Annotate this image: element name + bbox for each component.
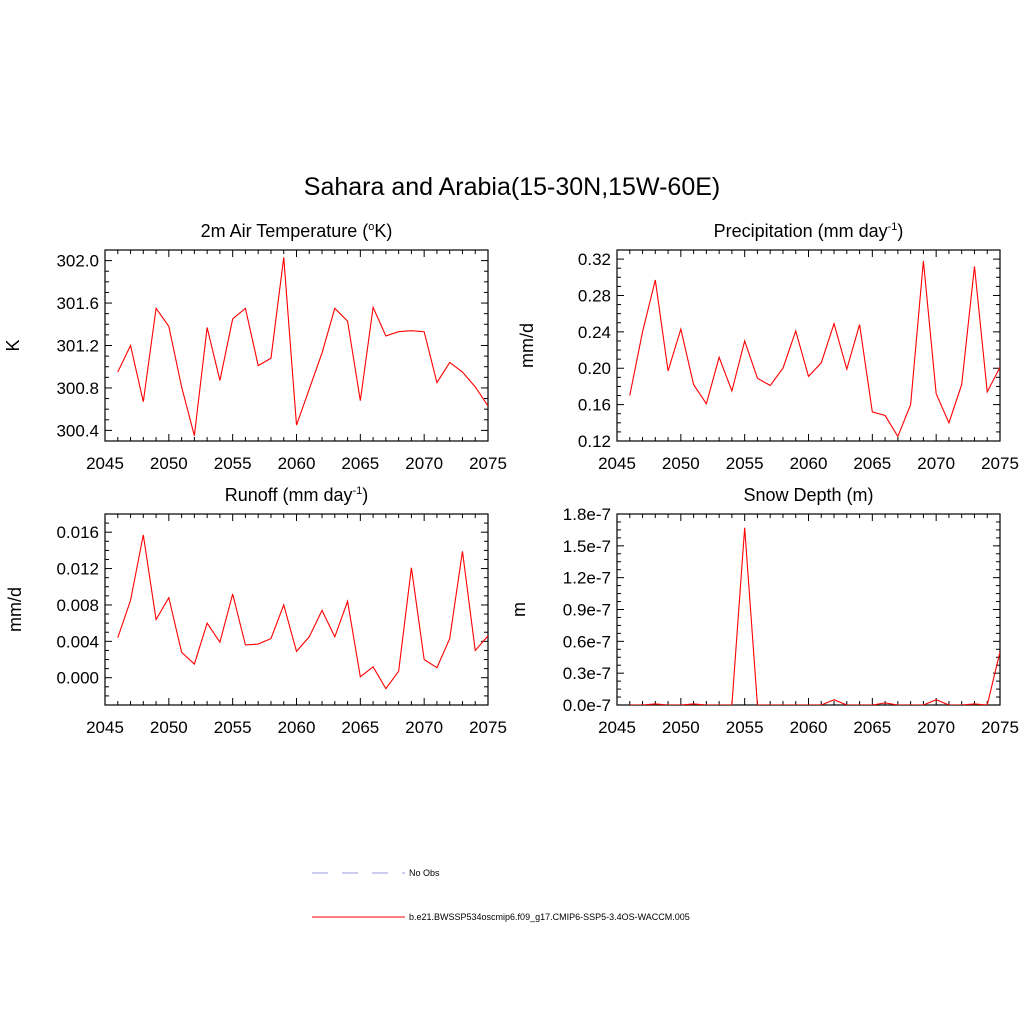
x-tick-label: 2045 (598, 454, 636, 473)
x-tick-label: 2055 (214, 718, 252, 737)
x-tick-label: 2060 (790, 454, 828, 473)
x-tick-label: 2075 (469, 454, 507, 473)
legend: No Obs b.e21.BWSSP534oscmip6.f09_g17.CMIP… (312, 868, 690, 922)
y-tick-label: 1.5e-7 (563, 537, 611, 556)
panel-title: 2m Air Temperature (oK) (201, 221, 393, 241)
y-axis-label: mm/d (5, 587, 25, 632)
x-tick-label: 2075 (469, 718, 507, 737)
y-tick-label: 0.12 (578, 432, 611, 451)
legend-entry: b.e21.BWSSP534oscmip6.f09_g17.CMIP6-SSP5… (312, 912, 690, 922)
x-tick-label: 2065 (853, 454, 891, 473)
legend-label: b.e21.BWSSP534oscmip6.f09_g17.CMIP6-SSP5… (409, 912, 690, 922)
panels: 2m Air Temperature (oK) 2045 2050 2055 2060 2… (3, 221, 1019, 737)
x-tick-label: 2065 (341, 454, 379, 473)
y-tick-label: 0.20 (578, 359, 611, 378)
x-tick-label: 2065 (341, 718, 379, 737)
plot-frame (616, 249, 1001, 442)
x-tick-label: 2065 (853, 718, 891, 737)
y-tick-label: 0.6e-7 (563, 632, 611, 651)
y-tick-label: 0.000 (56, 669, 99, 688)
x-tick-label: 2045 (86, 718, 124, 737)
x-tick-label: 2070 (917, 454, 955, 473)
y-tick-label: 301.6 (56, 294, 99, 313)
y-tick-label: 301.2 (56, 337, 99, 356)
x-tick-label: 2045 (86, 454, 124, 473)
series-line (117, 257, 488, 436)
x-tick-label: 2075 (981, 718, 1019, 737)
x-tick-label: 2050 (150, 454, 188, 473)
series-line (629, 527, 1000, 705)
x-tick-label: 2075 (981, 454, 1019, 473)
y-tick-label: 1.2e-7 (563, 569, 611, 588)
y-tick-label: 0.008 (56, 596, 99, 615)
y-tick-label: 302.0 (56, 252, 99, 271)
x-tick-label: 2055 (726, 454, 764, 473)
panel-precip: Precipitation (mm day-1) 2045 2050 2055 2060… (517, 221, 1019, 473)
y-tick-label: 300.4 (56, 421, 99, 440)
y-axis-label: m (509, 602, 529, 617)
y-tick-label: 1.8e-7 (563, 505, 611, 524)
y-tick-label: 0.32 (578, 250, 611, 269)
y-tick-label: 0.9e-7 (563, 601, 611, 620)
y-tick-label: 0.24 (578, 323, 611, 342)
series-line (117, 534, 488, 690)
x-tick-label: 2045 (598, 718, 636, 737)
panel-title: Runoff (mm day-1) (225, 485, 369, 505)
x-tick-label: 2070 (405, 454, 443, 473)
x-tick-label: 2060 (790, 718, 828, 737)
series-line (629, 260, 1000, 438)
plot-frame (104, 249, 489, 442)
y-tick-label: 0.012 (56, 560, 99, 579)
legend-label: No Obs (409, 868, 440, 878)
x-tick-label: 2060 (278, 454, 316, 473)
y-tick-label: 0.004 (56, 632, 99, 651)
x-tick-label: 2050 (662, 454, 700, 473)
panel-title: Snow Depth (m) (743, 485, 873, 505)
x-tick-label: 2055 (214, 454, 252, 473)
x-tick-label: 2070 (917, 718, 955, 737)
x-tick-label: 2055 (726, 718, 764, 737)
x-tick-label: 2050 (150, 718, 188, 737)
panel-temp: 2m Air Temperature (oK) 2045 2050 2055 2060 2… (3, 221, 507, 473)
y-tick-label: 300.8 (56, 379, 99, 398)
y-tick-label: 0.016 (56, 523, 99, 542)
y-tick-label: 0.0e-7 (563, 696, 611, 715)
legend-entry: No Obs (312, 868, 440, 878)
panel-title: Precipitation (mm day-1) (714, 221, 904, 241)
y-tick-label: 0.3e-7 (563, 664, 611, 683)
y-tick-label: 0.28 (578, 286, 611, 305)
figure-title: Sahara and Arabia(15-30N,15W-60E) (304, 173, 720, 201)
y-axis-label: mm/d (517, 323, 537, 368)
x-tick-label: 2060 (278, 718, 316, 737)
x-tick-label: 2050 (662, 718, 700, 737)
x-tick-label: 2070 (405, 718, 443, 737)
panel-snow: Snow Depth (m) 2045 2050 2055 2060 2065 2070 20… (509, 485, 1019, 737)
plot-frame (616, 513, 1001, 706)
panel-runoff: Runoff (mm day-1) 2045 2050 2055 2060 2065 207… (5, 485, 507, 737)
y-tick-label: 0.16 (578, 396, 611, 415)
y-axis-label: K (3, 339, 23, 351)
